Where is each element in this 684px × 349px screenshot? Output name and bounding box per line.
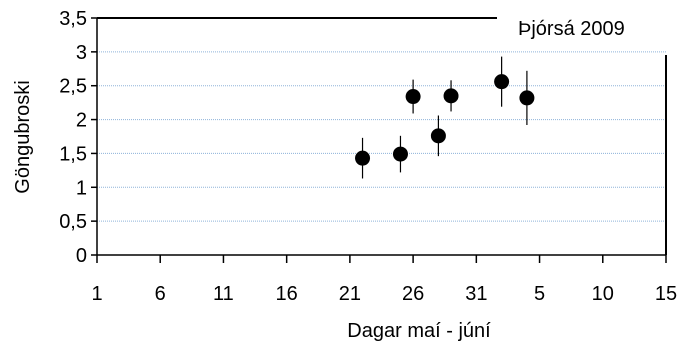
data-point (519, 90, 535, 106)
x-tick-label: 1 (91, 283, 102, 305)
y-ticks: 0 0,5 1 1,5 2 2,5 3 3,5 (59, 8, 97, 267)
y-axis-title: Göngubroski (12, 80, 34, 193)
x-axis-title: Dagar maí - júní (347, 320, 491, 342)
axes (96, 18, 666, 256)
data-points (355, 56, 535, 179)
x-tick-label: 31 (465, 283, 487, 305)
data-point (405, 89, 421, 105)
data-point (494, 74, 510, 90)
x-tick-label: 5 (534, 283, 545, 305)
y-tick-label: 2,5 (59, 76, 87, 98)
x-tick-label: 11 (213, 283, 234, 305)
y-tick-label: 1,5 (59, 143, 87, 165)
x-tick-label: 21 (339, 283, 361, 305)
x-tick-label: 26 (402, 283, 424, 305)
y-tick-label: 0 (76, 245, 87, 267)
chart-title: Þjórsá 2009 (518, 18, 625, 40)
x-tick-label: 16 (276, 283, 298, 305)
y-tick-label: 0,5 (59, 211, 87, 233)
x-tick-label: 15 (655, 283, 677, 305)
data-point (430, 128, 446, 144)
x-ticks: 1 6 11 16 21 26 31 5 10 15 (91, 255, 677, 305)
y-tick-label: 3,5 (59, 8, 87, 30)
data-point (355, 150, 371, 166)
y-tick-label: 1 (76, 177, 87, 199)
data-point (443, 88, 459, 104)
data-point (392, 146, 408, 162)
y-tick-label: 2 (76, 110, 87, 132)
plot-frame (97, 17, 667, 255)
gridlines (97, 51, 666, 222)
x-tick-label: 10 (592, 283, 614, 305)
y-tick-label: 3 (76, 42, 87, 64)
x-tick-label: 6 (155, 283, 166, 305)
